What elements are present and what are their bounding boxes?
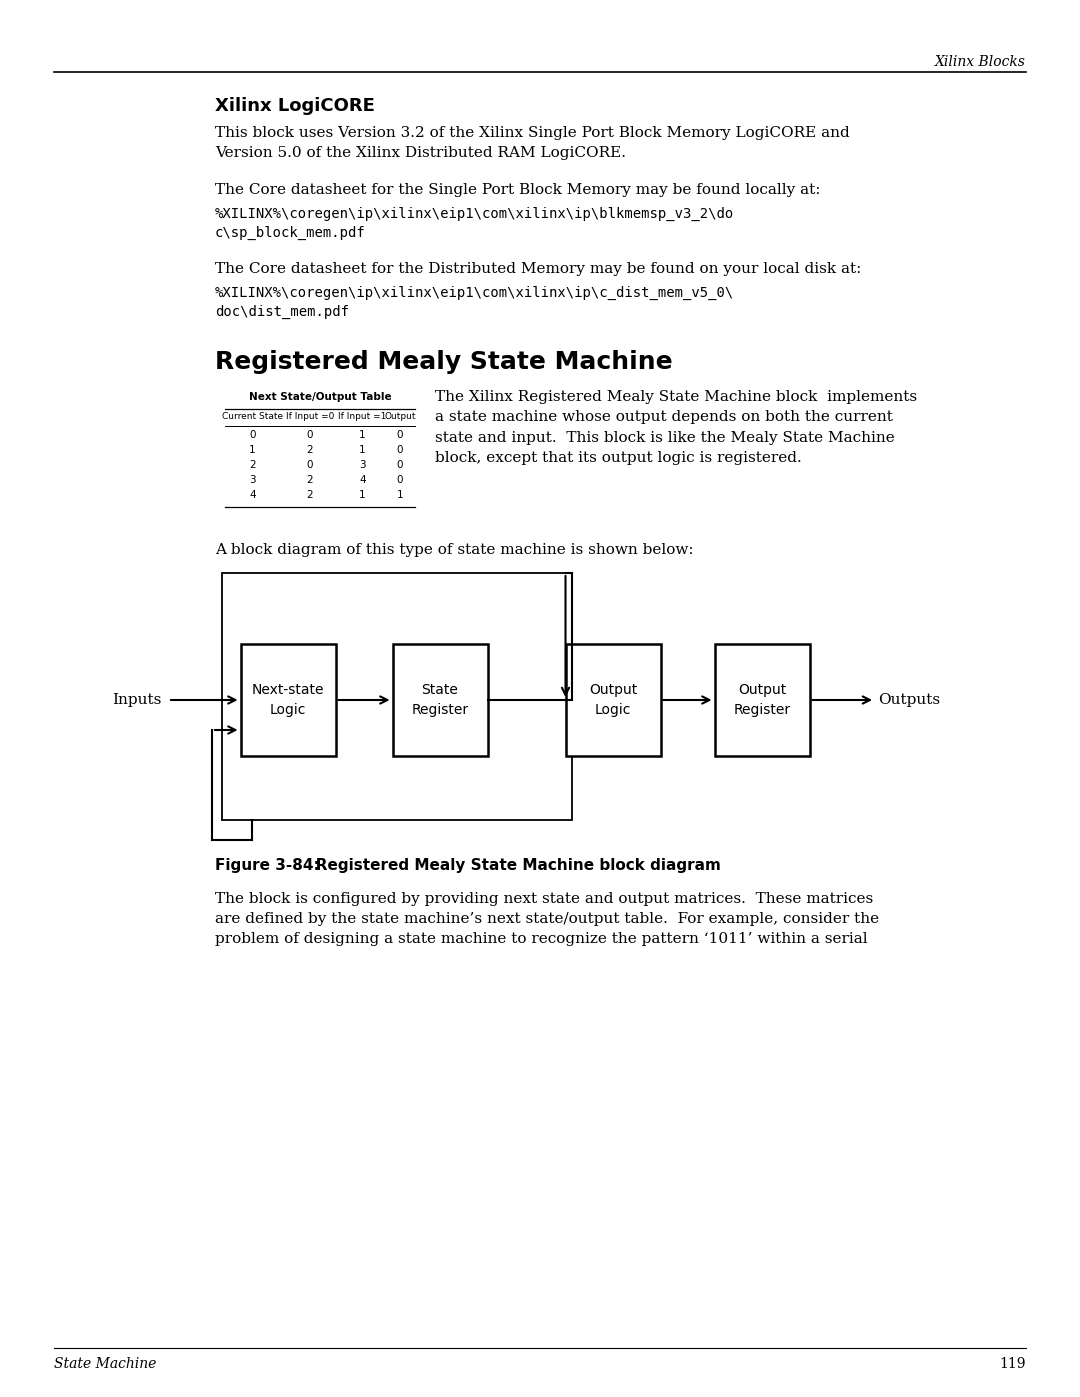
Text: 2: 2 bbox=[307, 446, 313, 455]
Bar bbox=[392, 644, 487, 756]
Text: 0: 0 bbox=[396, 475, 403, 485]
Text: This block uses Version 3.2 of the Xilinx Single Port Block Memory LogiCORE and
: This block uses Version 3.2 of the Xilin… bbox=[215, 126, 850, 161]
Text: 1: 1 bbox=[396, 490, 403, 500]
Text: 1: 1 bbox=[249, 446, 256, 455]
Text: 0: 0 bbox=[307, 430, 313, 440]
Text: 3: 3 bbox=[249, 475, 256, 485]
Text: 0: 0 bbox=[396, 430, 403, 440]
Text: 0: 0 bbox=[307, 460, 313, 469]
Text: State Machine: State Machine bbox=[54, 1356, 157, 1370]
Text: 2: 2 bbox=[307, 475, 313, 485]
Text: 0: 0 bbox=[249, 430, 256, 440]
Text: Current State: Current State bbox=[221, 412, 283, 420]
Text: 1: 1 bbox=[360, 430, 366, 440]
Text: Xilinx LogiCORE: Xilinx LogiCORE bbox=[215, 96, 375, 115]
Text: The Core datasheet for the Single Port Block Memory may be found locally at:: The Core datasheet for the Single Port B… bbox=[215, 183, 821, 197]
Text: 2: 2 bbox=[249, 460, 256, 469]
Text: %XILINX%\coregen\ip\xilinx\eip1\com\xilinx\ip\c_dist_mem_v5_0\
doc\dist_mem.pdf: %XILINX%\coregen\ip\xilinx\eip1\com\xili… bbox=[215, 286, 734, 320]
Text: 0: 0 bbox=[396, 460, 403, 469]
Text: Output: Output bbox=[384, 412, 416, 420]
Bar bbox=[241, 644, 336, 756]
Text: A block diagram of this type of state machine is shown below:: A block diagram of this type of state ma… bbox=[215, 543, 693, 557]
Text: 2: 2 bbox=[307, 490, 313, 500]
Text: Output
Register: Output Register bbox=[733, 683, 791, 717]
Text: Next-state
Logic: Next-state Logic bbox=[252, 683, 324, 717]
Text: 0: 0 bbox=[396, 446, 403, 455]
Text: Inputs: Inputs bbox=[112, 693, 161, 707]
Text: If Input =1: If Input =1 bbox=[338, 412, 387, 420]
Text: 4: 4 bbox=[360, 475, 366, 485]
Text: State
Register: State Register bbox=[411, 683, 469, 717]
Text: Output
Logic: Output Logic bbox=[589, 683, 637, 717]
Text: %XILINX%\coregen\ip\xilinx\eip1\com\xilinx\ip\blkmemsp_v3_2\do
c\sp_block_mem.pd: %XILINX%\coregen\ip\xilinx\eip1\com\xili… bbox=[215, 207, 734, 240]
Text: Next State/Output Table: Next State/Output Table bbox=[248, 393, 391, 402]
Text: The block is configured by providing next state and output matrices.  These matr: The block is configured by providing nex… bbox=[215, 893, 879, 946]
Text: 1: 1 bbox=[360, 490, 366, 500]
Bar bbox=[566, 644, 661, 756]
Text: Figure 3-84:: Figure 3-84: bbox=[215, 858, 320, 873]
Text: 3: 3 bbox=[360, 460, 366, 469]
Text: The Xilinx Registered Mealy State Machine block  implements
a state machine whos: The Xilinx Registered Mealy State Machin… bbox=[435, 390, 917, 465]
Text: 1: 1 bbox=[360, 446, 366, 455]
Text: Registered Mealy State Machine block diagram: Registered Mealy State Machine block dia… bbox=[300, 858, 720, 873]
Text: Xilinx Blocks: Xilinx Blocks bbox=[935, 54, 1026, 68]
Text: 4: 4 bbox=[249, 490, 256, 500]
Text: Registered Mealy State Machine: Registered Mealy State Machine bbox=[215, 351, 673, 374]
Text: 119: 119 bbox=[999, 1356, 1026, 1370]
Bar bbox=[222, 573, 572, 820]
Text: Outputs: Outputs bbox=[878, 693, 940, 707]
Text: The Core datasheet for the Distributed Memory may be found on your local disk at: The Core datasheet for the Distributed M… bbox=[215, 263, 862, 277]
Bar bbox=[715, 644, 810, 756]
Text: If Input =0: If Input =0 bbox=[286, 412, 334, 420]
